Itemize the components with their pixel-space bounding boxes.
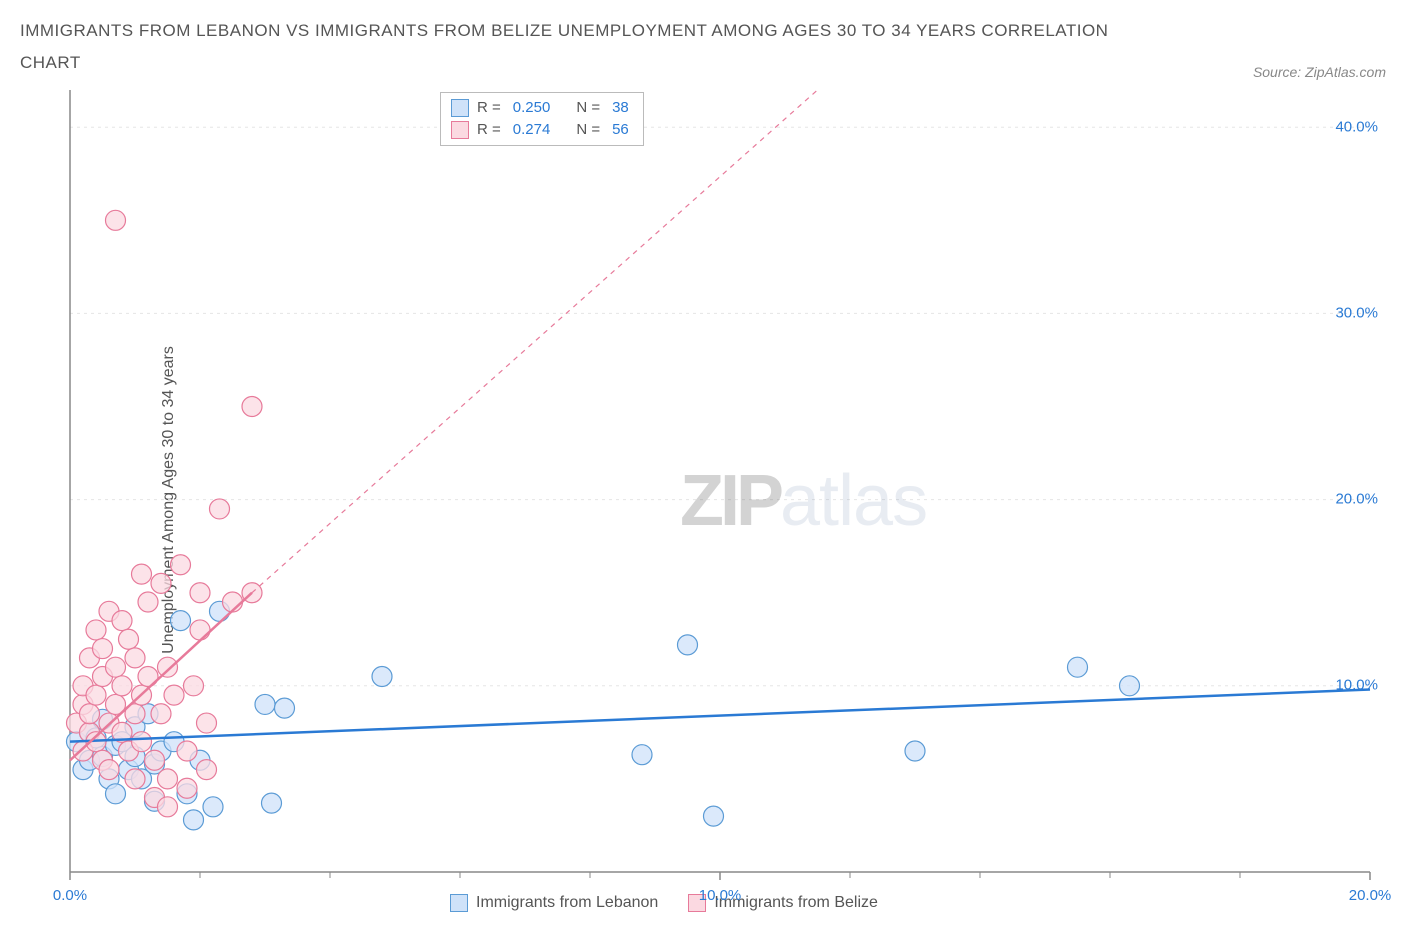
x-tick-label: 20.0% [1349,887,1392,904]
legend-stats: R = 0.250 N = 38 R = 0.274 N = 56 [440,92,644,146]
swatch-icon [451,99,469,117]
legend-bottom: Immigrants from Lebanon Immigrants from … [450,894,878,912]
stat-value: 0.274 [513,121,551,138]
x-tick-label: 10.0% [699,887,742,904]
legend-stats-row: R = 0.250 N = 38 [451,97,633,119]
swatch-icon [451,121,469,139]
chart-source: Source: ZipAtlas.com [1253,64,1386,80]
legend-item: Immigrants from Lebanon [450,894,658,912]
legend-label: Immigrants from Lebanon [476,894,658,912]
stat-value: 0.250 [513,99,551,116]
chart-area: Unemployment Among Ages 30 to 34 years Z… [20,90,1386,910]
y-tick-label: 20.0% [1335,491,1378,508]
chart-title: IMMIGRANTS FROM LEBANON VS IMMIGRANTS FR… [20,15,1120,80]
x-tick-label: 0.0% [53,887,87,904]
swatch-icon [450,894,468,912]
stat-label: N = [576,99,600,116]
y-tick-label: 30.0% [1335,305,1378,322]
y-tick-label: 40.0% [1335,118,1378,135]
y-tick-label: 10.0% [1335,677,1378,694]
chart-header: IMMIGRANTS FROM LEBANON VS IMMIGRANTS FR… [20,15,1386,80]
watermark: ZIPatlas [680,460,927,542]
stat-label: R = [477,121,501,138]
legend-stats-row: R = 0.274 N = 56 [451,119,633,141]
stat-label: R = [477,99,501,116]
stat-value: 56 [612,121,629,138]
stat-value: 38 [612,99,629,116]
stat-label: N = [576,121,600,138]
